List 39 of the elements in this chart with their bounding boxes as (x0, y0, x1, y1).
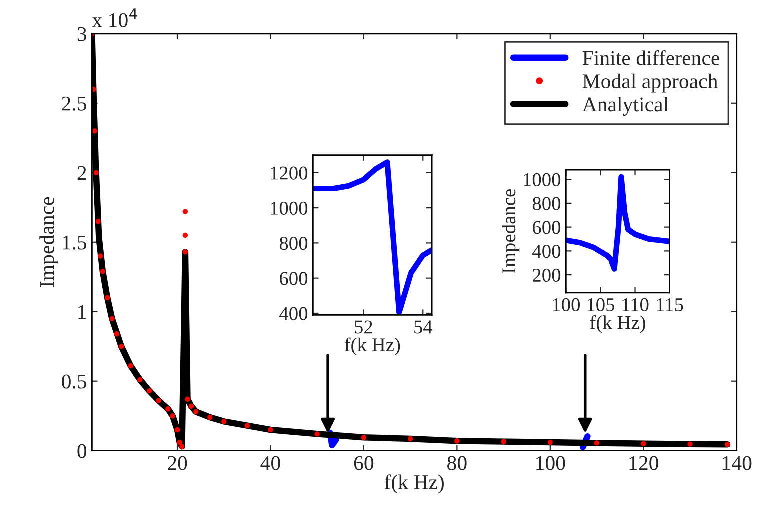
x-tick-label: 100 (536, 456, 566, 470)
x-axis-title: f(k Hz) (590, 315, 646, 334)
y-tick-label: 1200 (271, 166, 308, 180)
y-tick-label: 600 (532, 221, 561, 234)
y-tick-label: 800 (532, 197, 561, 210)
y-tick-label: 1000 (271, 202, 308, 215)
y-tick-label: 800 (280, 237, 308, 250)
y-tick-label: 600 (280, 272, 308, 286)
x-tick-label: 110 (622, 298, 649, 312)
y-tick-label: 0 (78, 444, 87, 458)
y-tick-label: 0.5 (62, 374, 87, 389)
x-tick-label: 20 (168, 456, 188, 470)
x-axis-title: f(k Hz) (344, 338, 400, 356)
y-tick-label: 2.5 (62, 96, 87, 111)
x-tick-label: 54 (414, 320, 433, 334)
x-axis-title: f(k Hz) (384, 474, 444, 494)
x-tick-label: 105 (588, 298, 615, 312)
y-tick-label: 1 (78, 305, 86, 320)
x-tick-label: 60 (354, 456, 374, 470)
y-axis-title: Impedance (502, 190, 520, 274)
y-tick-label: 3 (78, 27, 87, 42)
x-tick-label: 100 (553, 298, 580, 312)
legend-label: Analytical (582, 97, 669, 116)
x-tick-label: 115 (657, 298, 684, 312)
legend-label: Finite difference (582, 50, 720, 66)
y-tick-label: 400 (532, 245, 561, 258)
x-tick-label: 140 (723, 456, 752, 470)
x-tick-label: 52 (355, 320, 372, 334)
text: x 10$^{4}$ (92, 8, 138, 28)
x-tick-label: 80 (448, 456, 467, 470)
y-tick-label: 1000 (524, 173, 561, 187)
x-tick-label: 120 (630, 456, 658, 470)
y-tick-label: 2 (78, 166, 86, 180)
y-tick-label: 400 (280, 307, 308, 320)
x-tick-label: 40 (260, 456, 280, 470)
legend-label: Modal approach (582, 74, 718, 93)
y-tick-label: 200 (532, 268, 561, 282)
y-axis-title: Impedance (40, 197, 59, 288)
y-tick-label: 1.5 (63, 236, 87, 250)
